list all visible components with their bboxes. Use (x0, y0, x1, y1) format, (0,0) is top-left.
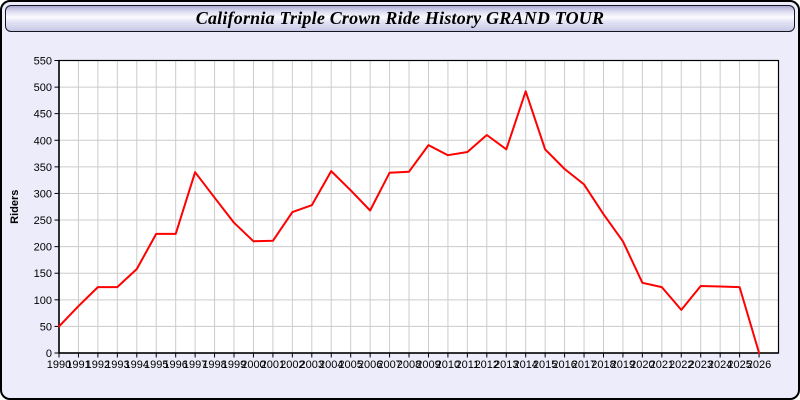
x-tick-label: 2010 (436, 359, 460, 371)
x-tick-label: 2023 (688, 359, 712, 371)
x-tick-label: 2020 (630, 359, 654, 371)
x-tick-label: 1998 (202, 359, 226, 371)
y-tick-label: 400 (34, 135, 52, 147)
y-tick-label: 350 (34, 162, 52, 174)
x-tick-label: 2021 (650, 359, 674, 371)
x-tick-label: 1993 (105, 359, 129, 371)
x-tick-label: 2001 (261, 359, 285, 371)
x-tick-label: 2000 (241, 359, 265, 371)
x-tick-label: 1992 (86, 359, 110, 371)
page-title: California Triple Crown Ride History GRA… (195, 8, 605, 28)
x-tick-label: 1990 (47, 359, 71, 371)
x-tick-label: 2026 (747, 359, 771, 371)
y-tick-label: 300 (34, 188, 52, 200)
x-tick-label: 2013 (494, 359, 518, 371)
y-tick-label: 450 (34, 109, 52, 121)
x-tick-label: 2004 (319, 359, 343, 371)
x-tick-label: 2005 (338, 359, 362, 371)
x-tick-label: 1994 (125, 359, 149, 371)
y-tick-label: 100 (34, 295, 52, 307)
y-tick-label: 0 (46, 348, 52, 360)
x-tick-label: 2002 (280, 359, 304, 371)
x-tick-label: 2009 (416, 359, 440, 371)
x-tick-label: 2024 (708, 359, 732, 371)
x-tick-label: 2012 (475, 359, 499, 371)
data-line-riders (58, 90, 761, 354)
x-tick-label: 2025 (727, 359, 751, 371)
y-tick-label: 50 (40, 321, 52, 333)
x-tick-label: 2003 (300, 359, 324, 371)
x-tick-label: 2015 (533, 359, 557, 371)
y-tick-label: 250 (34, 215, 52, 227)
x-tick-label: 2017 (572, 359, 596, 371)
y-axis-title: Riders (9, 190, 21, 224)
y-tick-label: 550 (34, 56, 52, 68)
x-tick-label: 2019 (611, 359, 635, 371)
y-tick-label: 150 (34, 268, 52, 280)
x-tick-label: 2006 (358, 359, 382, 371)
y-tick-label: 500 (34, 82, 52, 94)
x-tick-label: 1997 (183, 359, 207, 371)
plot-area (59, 60, 779, 353)
x-tick-label: 2011 (456, 359, 480, 371)
x-tick-label: 1996 (163, 359, 187, 371)
x-tick-label: 1991 (66, 359, 90, 371)
x-tick-label: 1999 (222, 359, 246, 371)
x-tick-label: 2018 (591, 359, 615, 371)
x-tick-label: 2016 (552, 359, 576, 371)
x-tick-label: 1995 (144, 359, 168, 371)
y-tick-label: 200 (34, 242, 52, 254)
title-bar: California Triple Crown Ride History GRA… (5, 5, 795, 32)
x-tick-label: 2007 (377, 359, 401, 371)
x-tick-label: 2008 (397, 359, 421, 371)
x-tick-label: 2022 (669, 359, 693, 371)
x-tick-label: 2014 (513, 359, 537, 371)
